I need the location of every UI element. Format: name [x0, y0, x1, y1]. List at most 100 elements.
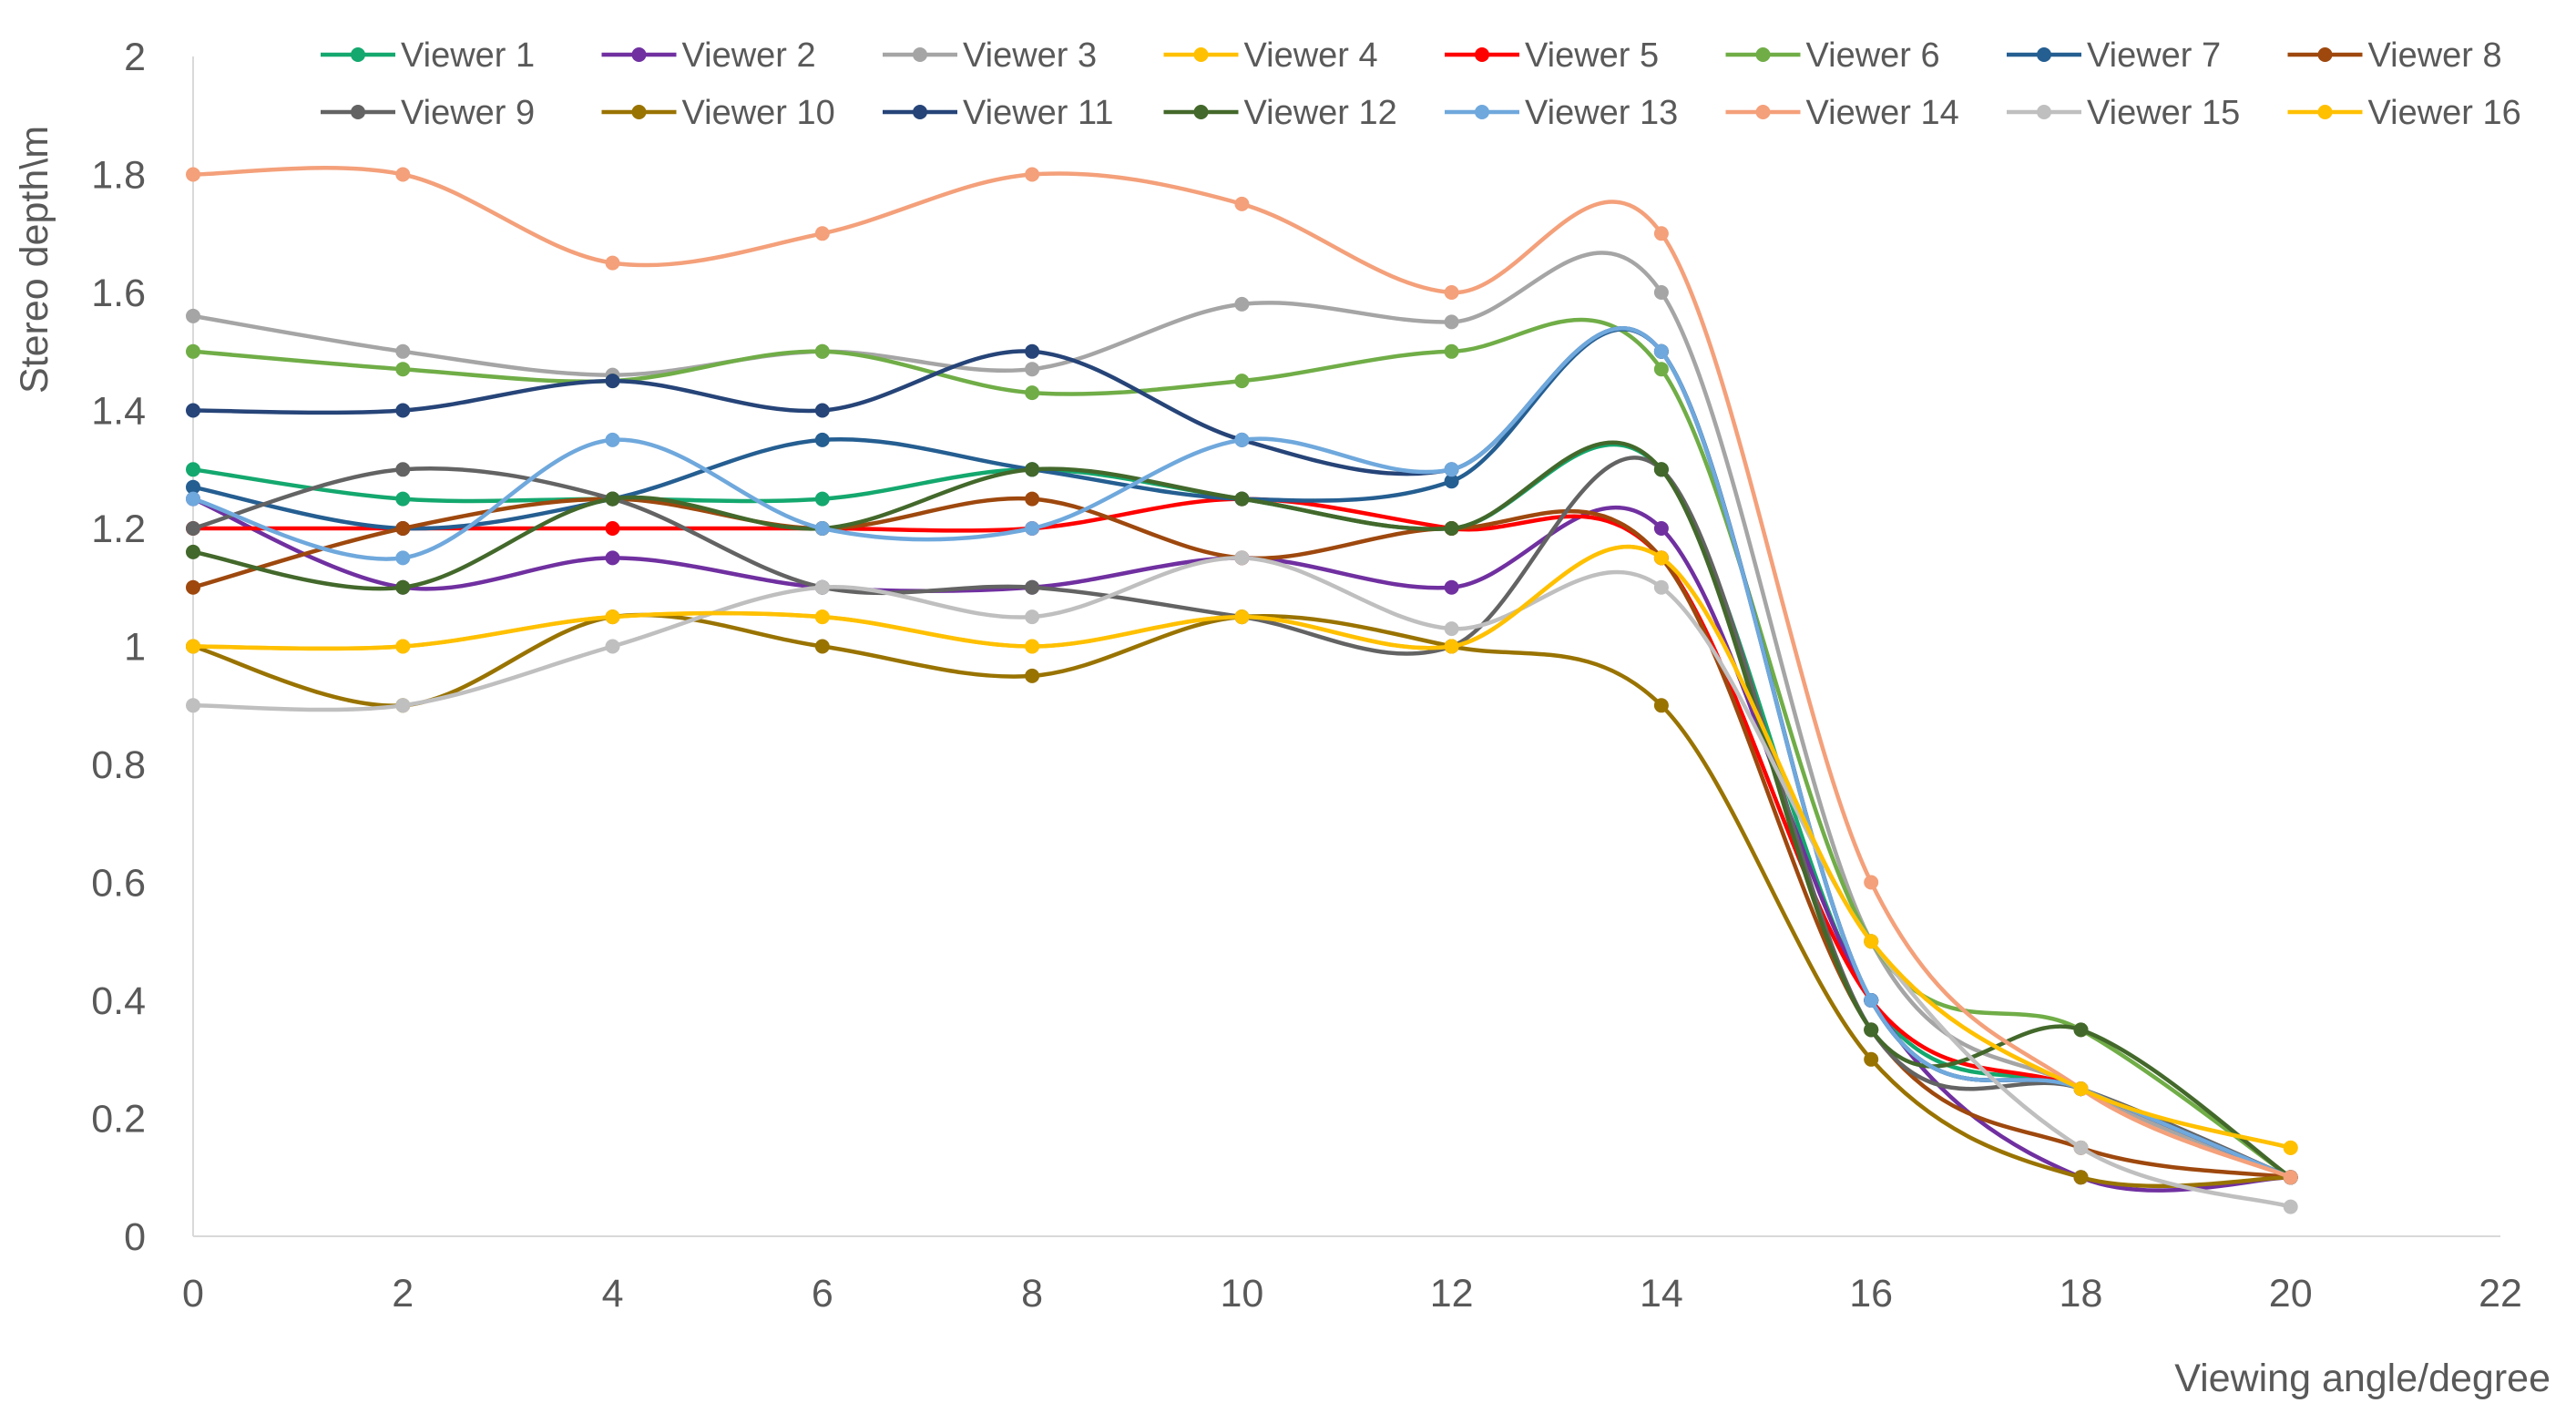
data-point [1864, 875, 1879, 890]
data-point [1444, 474, 1459, 489]
x-tick-label: 18 [2060, 1272, 2103, 1316]
data-point [605, 609, 620, 625]
legend-label: Viewer 14 [1806, 94, 1959, 132]
legend-label: Viewer 11 [963, 94, 1113, 132]
data-point [605, 491, 620, 507]
legend-label: Viewer 13 [1525, 94, 1678, 132]
data-point [186, 167, 200, 182]
y-tick-label: 2 [124, 36, 146, 79]
legend-swatch-marker [2317, 105, 2333, 119]
legend-item: Viewer 1 [321, 36, 535, 75]
x-tick-label: 16 [1849, 1272, 1893, 1316]
data-point [1864, 1022, 1879, 1038]
series-3 [186, 251, 2298, 1185]
data-point [1653, 285, 1669, 300]
data-point [395, 639, 411, 654]
x-tick-label: 12 [1430, 1272, 1474, 1316]
data-point [1025, 579, 1040, 595]
data-point [1653, 343, 1669, 359]
data-point [2073, 1081, 2089, 1097]
data-point [395, 550, 411, 566]
data-point [1025, 167, 1040, 182]
data-point [1234, 491, 1250, 507]
legend-swatch-marker [2037, 47, 2051, 62]
legend-label: Viewer 6 [1806, 36, 1940, 75]
series-line [190, 166, 2293, 1180]
series-9 [186, 456, 2298, 1185]
x-axis-title: Viewing angle/degree [2174, 1357, 2550, 1400]
legend: Viewer 1 Viewer 2 Viewer 3 Viewer 4 Viewer 5… [321, 36, 2521, 132]
data-point [1444, 285, 1459, 300]
data-point [395, 579, 411, 595]
data-point [1653, 462, 1669, 477]
y-axis-title: Stereo depth\m [13, 126, 56, 394]
series-line [190, 456, 2293, 1180]
data-point [186, 521, 200, 536]
legend-item: Viewer 11 [883, 94, 1113, 132]
data-point [605, 432, 620, 447]
data-point [1653, 579, 1669, 595]
legend-label: Viewer 7 [2087, 36, 2221, 75]
series-7 [186, 327, 2298, 1185]
series-12 [186, 440, 2298, 1185]
data-point [186, 579, 200, 595]
x-tick-label: 22 [2479, 1272, 2522, 1316]
series-line [190, 440, 2293, 1180]
legend-swatch-marker [1755, 105, 1771, 119]
data-point [605, 550, 620, 566]
legend-label: Viewer 3 [963, 36, 1097, 75]
data-point [1444, 343, 1459, 359]
series-11 [186, 326, 2298, 1185]
legend-label: Viewer 16 [2368, 94, 2521, 132]
data-point [2073, 1170, 2089, 1185]
x-tick-label: 8 [1021, 1272, 1043, 1316]
data-point [1444, 462, 1459, 477]
data-point [814, 226, 830, 241]
data-point [1025, 609, 1040, 625]
data-point [186, 491, 200, 507]
series-10 [186, 609, 2298, 1189]
legend-swatch-marker [913, 47, 927, 62]
data-point [2283, 1199, 2298, 1214]
data-point [395, 491, 411, 507]
data-point [605, 374, 620, 389]
legend-item: Viewer 3 [883, 36, 1097, 75]
data-point [1025, 385, 1040, 401]
data-point [1234, 609, 1250, 625]
data-point [814, 609, 830, 625]
data-point [186, 479, 200, 495]
y-tick-label: 1.8 [91, 154, 146, 198]
legend-item: Viewer 2 [601, 36, 816, 75]
data-point [814, 579, 830, 595]
legend-item: Viewer 7 [2007, 36, 2221, 75]
series-13 [186, 326, 2298, 1185]
legend-label: Viewer 4 [1244, 36, 1378, 75]
legend-label: Viewer 5 [1525, 36, 1659, 75]
data-point [1653, 550, 1669, 566]
data-point [186, 308, 200, 323]
data-point [1444, 579, 1459, 595]
data-point [395, 462, 411, 477]
data-point [1444, 621, 1459, 637]
data-point [605, 521, 620, 536]
x-tick-label: 6 [812, 1272, 833, 1316]
data-point [395, 521, 411, 536]
legend-swatch-marker [1193, 47, 1209, 62]
x-tick-label: 14 [1640, 1272, 1683, 1316]
legend-item: Viewer 13 [1445, 94, 1678, 132]
legend-item: Viewer 4 [1163, 36, 1378, 75]
legend-label: Viewer 10 [682, 94, 835, 132]
legend-item: Viewer 9 [321, 94, 535, 132]
data-point [1653, 362, 1669, 377]
legend-swatch-marker [631, 47, 647, 62]
data-point [1025, 668, 1040, 683]
data-point [1864, 1051, 1879, 1067]
series-line [190, 496, 2293, 1180]
data-point [1444, 314, 1459, 330]
y-tick-label: 0 [124, 1215, 146, 1259]
data-point [605, 255, 620, 271]
legend-label: Viewer 2 [682, 36, 816, 75]
y-tick-label: 1.4 [91, 390, 146, 434]
